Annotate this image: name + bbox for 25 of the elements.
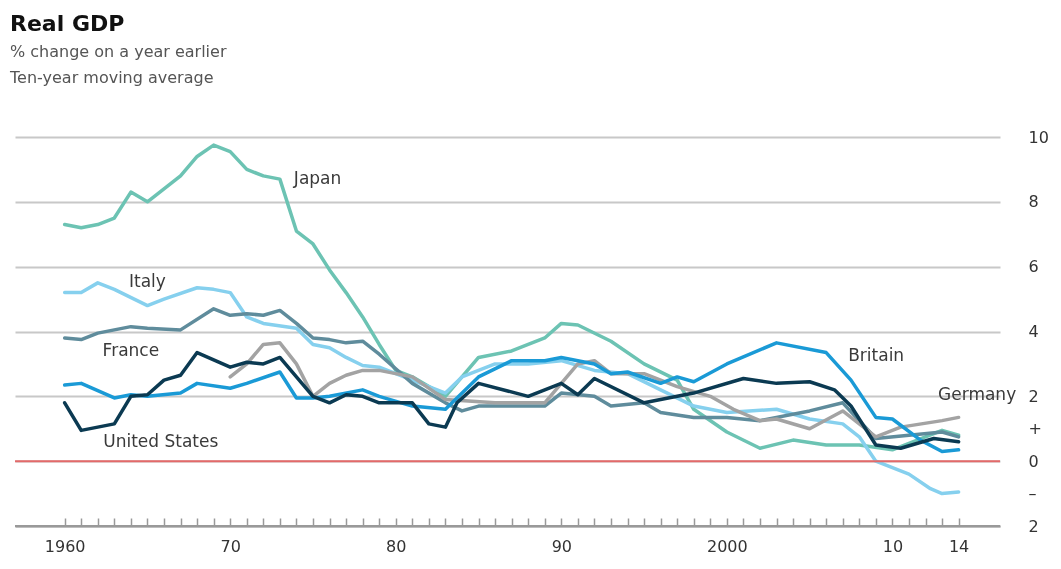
text: Ten-year moving average	[9, 68, 214, 87]
x-tick-label: 1960	[44, 536, 86, 556]
series-label: France	[102, 339, 160, 360]
y-tick-label: 10	[1028, 127, 1049, 147]
chart-subtitle: % change on a year earlier	[10, 42, 227, 61]
y-tick-label: 2	[1028, 516, 1039, 536]
x-tick-label: 90	[551, 536, 572, 556]
y-tick-label: 8	[1028, 192, 1039, 212]
series-label: Britain	[848, 344, 905, 365]
x-tick-label: 80	[386, 536, 407, 556]
y-tick-label: 4	[1028, 322, 1039, 341]
x-tick-label: 2000	[706, 536, 748, 556]
series-label: Germany	[938, 383, 1017, 404]
y-tick-label: +	[1028, 419, 1042, 439]
y-tick-label: –	[1028, 484, 1037, 504]
chart-title: Real GDP	[10, 11, 125, 36]
x-tick-label: 10	[882, 536, 904, 556]
series-label: Italy	[128, 270, 166, 291]
y-tick-label: 2	[1028, 386, 1039, 406]
y-tick-label: 0	[1028, 451, 1039, 471]
y-tick-label: 6	[1028, 257, 1039, 277]
x-tick-label: 14	[948, 536, 970, 556]
x-tick-label: 70	[220, 536, 241, 556]
series-label: Japan	[292, 168, 342, 189]
series-label: United States	[103, 431, 219, 452]
